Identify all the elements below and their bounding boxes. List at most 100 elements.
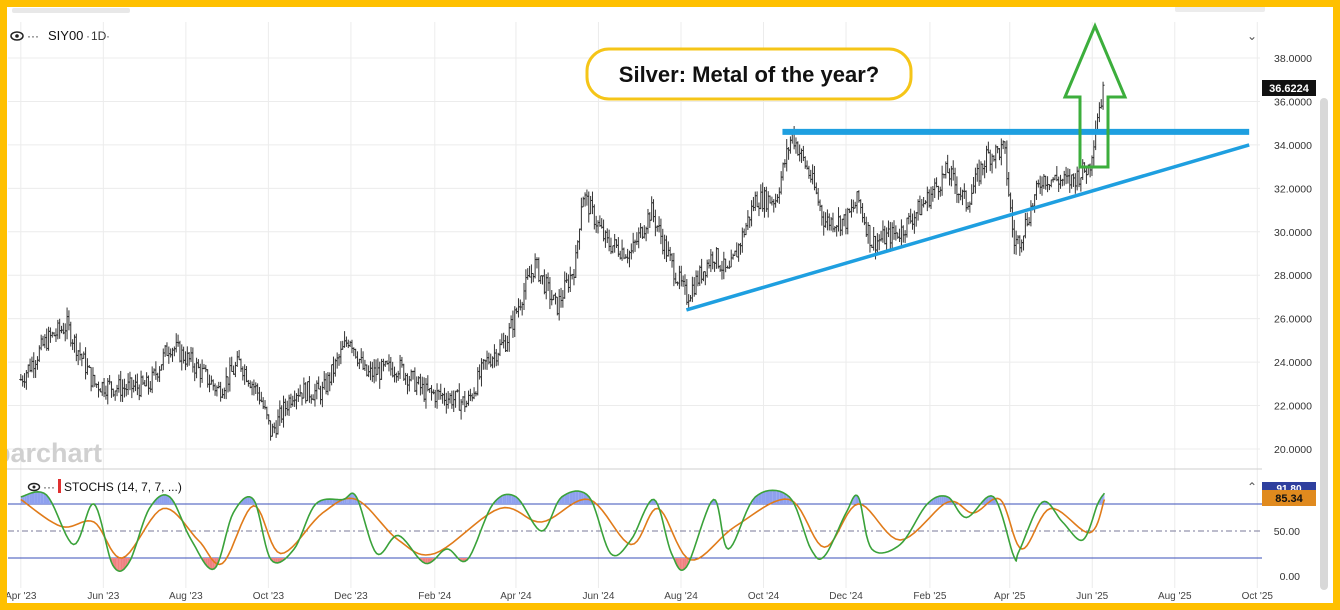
last-price-value: 36.6224	[1269, 83, 1310, 95]
overbought-fill	[326, 499, 330, 504]
price-bars	[19, 81, 1105, 441]
time-tick-label: Jun '25	[1076, 591, 1108, 602]
time-tick-label: Feb '24	[418, 591, 451, 602]
oversold-fill	[679, 558, 682, 571]
overbought-fill	[561, 495, 565, 504]
stoch-label[interactable]: STOCHS (14, 7, 7, ...)	[64, 480, 182, 494]
time-tick-label: Feb '25	[913, 591, 946, 602]
stoch-last-value: 85.34	[1275, 493, 1303, 505]
overbought-fill	[578, 491, 582, 504]
support-line	[685, 143, 1250, 312]
oversold-fill	[275, 558, 278, 563]
stoch-collapse-icon[interactable]: ⌃	[1247, 480, 1257, 494]
time-tick-label: Oct '25	[1242, 591, 1274, 602]
oversold-fill	[120, 558, 123, 572]
time-tick-label: Jun '24	[583, 591, 615, 602]
overbought-fill	[855, 495, 857, 504]
collapse-chevron-icon[interactable]: ⌄	[1247, 29, 1257, 43]
price-tick-label: 24.0000	[1274, 357, 1312, 369]
overbought-fill	[26, 493, 30, 504]
time-tick-label: Aug '25	[1158, 591, 1192, 602]
overbought-fill	[167, 495, 170, 504]
overbought-fill	[783, 492, 787, 504]
series-menu-icon[interactable]: ···	[27, 29, 39, 43]
top-tab-strip	[12, 8, 130, 13]
title-annotation: Silver: Metal of the year?	[619, 62, 879, 87]
stoch-header: ··· STOCHS (14, 7, 7, ...) ⌃	[27, 479, 1257, 494]
stoch-d-badge	[1262, 490, 1316, 506]
oversold-fill	[116, 558, 118, 571]
overbought-fill	[34, 491, 38, 504]
oversold-fill	[122, 558, 124, 571]
overbought-fill	[776, 490, 780, 504]
overbought-fill	[511, 494, 514, 504]
oversold-fill	[209, 558, 213, 570]
stoch-eye-icon[interactable]	[27, 482, 41, 492]
oversold-fill	[123, 558, 126, 570]
overbought-fill	[935, 496, 938, 504]
overbought-fill	[939, 495, 942, 504]
interval-dot-left: ·	[86, 29, 90, 43]
overbought-fill	[761, 491, 766, 504]
time-axis: Apr '23 Jun '23 Aug '23 Oct '23 Dec '23 Feb '…	[5, 591, 1273, 602]
overbought-fill	[564, 493, 568, 504]
overbought-fill	[31, 492, 35, 504]
overbought-fill	[46, 495, 50, 504]
last-price-badge: 36.6224	[1262, 80, 1316, 96]
overbought-fill	[513, 495, 516, 504]
oversold-fill	[207, 558, 210, 569]
price-tick-label: 36.0000	[1274, 96, 1312, 108]
overbought-fill	[569, 491, 573, 504]
oversold-fill	[425, 558, 428, 564]
overbought-fill	[583, 492, 587, 504]
stoch-menu-icon[interactable]: ···	[43, 480, 55, 494]
overbought-fill	[504, 494, 507, 504]
stoch-tick-label: 50.00	[1274, 526, 1300, 538]
overbought-fill	[37, 491, 41, 504]
oversold-fill	[682, 558, 685, 571]
time-tick-label: Apr '24	[500, 591, 532, 602]
overbought-fill	[249, 496, 252, 504]
overbought-fill	[502, 494, 505, 504]
price-tick-label: 32.0000	[1274, 183, 1312, 195]
stochastic-pane	[8, 489, 1262, 573]
overbought-fill	[572, 491, 576, 504]
price-tick-label: 20.0000	[1274, 444, 1312, 456]
overbought-fill	[329, 499, 333, 504]
overbought-fill	[323, 499, 327, 504]
time-tick-label: Aug '24	[664, 591, 698, 602]
overbought-fill	[332, 499, 336, 504]
eye-icon[interactable]	[10, 31, 24, 41]
overbought-fill	[1101, 495, 1103, 504]
overbought-fill	[506, 494, 509, 504]
overbought-fill	[769, 490, 773, 504]
stoch-k-line	[20, 489, 1106, 573]
overbought-fill	[29, 492, 32, 504]
overbought-fill	[651, 499, 654, 504]
time-tick-label: Oct '23	[253, 591, 285, 602]
overbought-fill	[765, 490, 770, 504]
title-annotation-box	[585, 47, 913, 101]
time-tick-label: Apr '25	[994, 591, 1026, 602]
time-tick-label: Aug '23	[169, 591, 203, 602]
trend-lines	[685, 128, 1250, 312]
oversold-fill	[678, 558, 680, 570]
overbought-fill	[159, 495, 162, 504]
interval-label[interactable]: 1D	[91, 29, 107, 43]
oversold-fill	[117, 558, 120, 572]
time-tick-label: Dec '24	[829, 591, 863, 602]
price-tick-label: 22.0000	[1274, 401, 1312, 413]
stoch-k-value: 91.80	[1276, 484, 1301, 495]
header: ··· SIY00 · 1D · ⌄	[10, 28, 1257, 43]
overbought-fill	[165, 494, 168, 504]
symbol-label[interactable]: SIY00	[48, 28, 83, 43]
oversold-fill	[119, 558, 121, 572]
price-tick-label: 30.0000	[1274, 227, 1312, 239]
overbought-fill	[854, 495, 856, 504]
overbought-fill	[40, 492, 44, 504]
scrollbar[interactable]	[1320, 98, 1328, 590]
time-tick-label: Dec '23	[334, 591, 368, 602]
grid	[8, 22, 1260, 588]
